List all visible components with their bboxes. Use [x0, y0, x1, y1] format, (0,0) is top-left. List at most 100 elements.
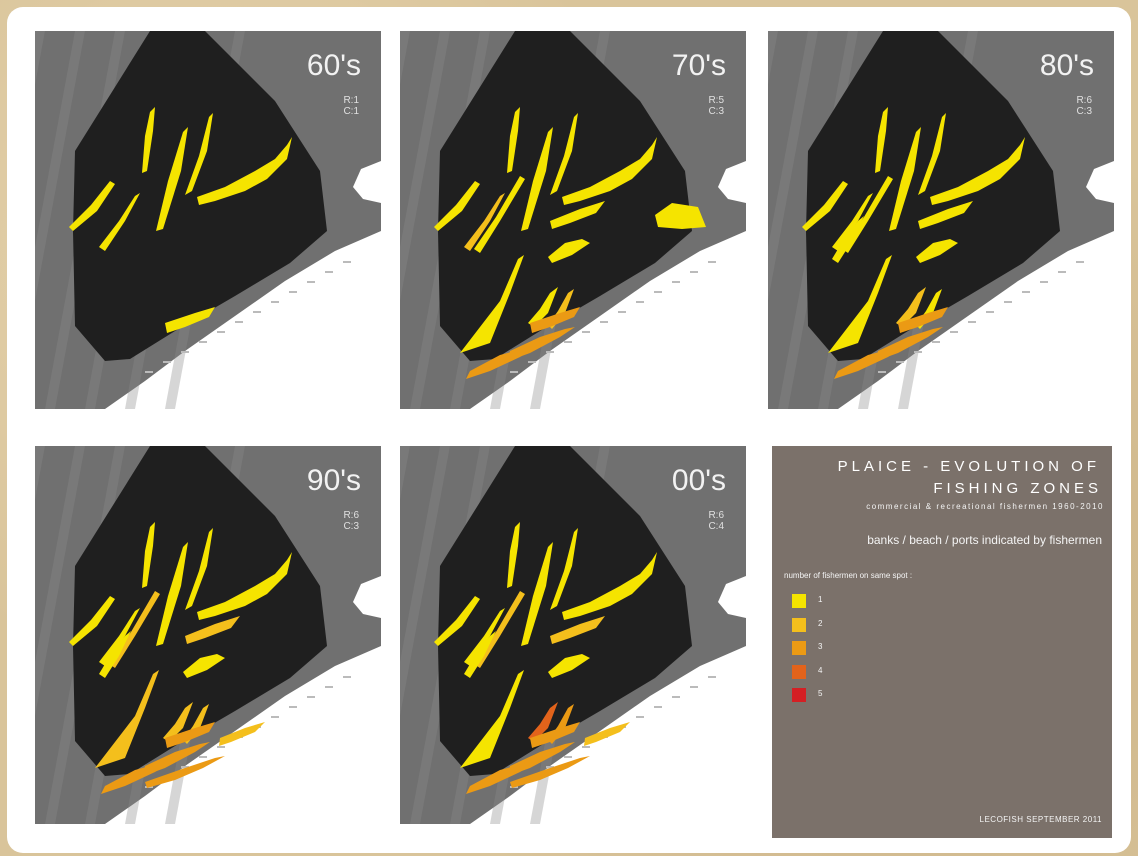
fishing-zone [832, 216, 864, 263]
r-count: R:6 [1076, 95, 1092, 106]
r-count: R:6 [708, 510, 724, 521]
fishing-zone [464, 608, 505, 666]
decade-label: 60's [306, 49, 361, 82]
map-panel-60s: 60's R:1 C:1 [35, 31, 381, 409]
c-count: C:3 [708, 106, 724, 117]
seabed-texture [768, 31, 818, 301]
fishing-zone [165, 307, 215, 333]
fishing-zone [99, 631, 131, 678]
fishing-zone [802, 181, 848, 231]
land-area [718, 161, 746, 203]
fishing-zone-map [35, 31, 381, 409]
legend-swatch [792, 641, 806, 655]
fishing-zone [562, 137, 657, 205]
coast-marker [672, 696, 680, 698]
legend-item-label: 5 [818, 689, 823, 698]
legend-footer: LECOFISH SEPTEMBER 2011 [979, 815, 1102, 824]
legend-panel: PLAICE - EVOLUTION OF FISHING ZONES comm… [772, 446, 1112, 838]
coast-marker [289, 291, 297, 293]
land-area [838, 231, 1114, 409]
fishing-zone [197, 137, 292, 205]
legend-item-label: 3 [818, 642, 823, 651]
fishing-zone [69, 181, 115, 231]
fishing-zone [550, 201, 605, 229]
coast-marker [564, 341, 572, 343]
fishing-zone [434, 596, 480, 646]
fishing-zone [464, 631, 496, 678]
fishing-zone [464, 193, 505, 251]
coast-marker [690, 271, 698, 273]
fishing-zone [889, 127, 921, 231]
rc-counts: R:1 C:1 [343, 95, 359, 117]
coast-marker [914, 351, 922, 353]
c-count: C:3 [1076, 106, 1092, 117]
fishing-zone-map [35, 446, 381, 824]
legend-note: banks / beach / ports indicated by fishe… [867, 533, 1102, 547]
fishing-zone [930, 137, 1025, 205]
fishing-zone [466, 345, 540, 379]
coast-marker [181, 766, 189, 768]
legend-item-label: 4 [818, 665, 823, 675]
coast-marker [654, 291, 662, 293]
land-area [470, 231, 746, 409]
fishing-zone [185, 616, 240, 644]
coast-marker [217, 331, 225, 333]
coast-marker [582, 746, 590, 748]
fishing-zone [466, 760, 540, 794]
seabed-texture [35, 446, 85, 716]
coast-marker [932, 341, 940, 343]
fishing-zone [219, 722, 265, 746]
fishing-zone [197, 552, 292, 620]
coast-marker [325, 271, 333, 273]
coast-marker [271, 301, 279, 303]
fishing-zone [474, 176, 525, 253]
coast-marker [289, 706, 297, 708]
fishing-zone [521, 542, 553, 646]
coast-marker [546, 351, 554, 353]
coast-marker [968, 321, 976, 323]
coast-marker [878, 371, 886, 373]
coast-marker [343, 676, 351, 678]
fishing-zone [530, 722, 580, 748]
coast-marker [546, 766, 554, 768]
coast-marker [618, 311, 626, 313]
fishing-zone [510, 756, 590, 788]
coast-marker [307, 696, 315, 698]
land-area [353, 161, 381, 203]
legend-title-line2: FISHING ZONES [933, 480, 1102, 497]
land-area [353, 576, 381, 618]
fishing-zone [507, 522, 520, 588]
land-area [718, 576, 746, 618]
land-area [1086, 161, 1114, 203]
rc-counts: R:6 C:3 [1076, 95, 1092, 117]
fishing-zone [530, 307, 580, 333]
seabed-texture [35, 446, 45, 500]
coast-marker [1076, 261, 1084, 263]
seabed-texture [35, 31, 45, 85]
fishing-zone [528, 702, 558, 742]
fishing-zone [918, 113, 946, 195]
map-panel-90s: 90's R:6 C:3 [35, 446, 381, 824]
fishing-zone [550, 113, 578, 195]
fishing-zone [185, 113, 213, 195]
fishing-zone [95, 670, 159, 768]
fishing-zone [142, 522, 155, 588]
fishing-zone [875, 107, 888, 173]
legend-title-line1: PLAICE - EVOLUTION OF [837, 458, 1100, 475]
coast-marker [145, 371, 153, 373]
coast-marker [636, 301, 644, 303]
fishing-zone [655, 203, 706, 229]
legend-swatch [792, 688, 806, 702]
coast-marker [325, 686, 333, 688]
seabed-texture [400, 446, 410, 500]
map-panel-00s: 00's R:6 C:4 [400, 446, 746, 824]
coast-marker [235, 321, 243, 323]
coast-marker [271, 716, 279, 718]
fishing-zone [69, 596, 115, 646]
legend-scale-label: number of fishermen on same spot : [784, 571, 913, 580]
c-count: C:4 [708, 521, 724, 532]
coast-marker [708, 261, 716, 263]
seabed-texture [400, 31, 410, 85]
decade-label: 00's [671, 464, 726, 497]
coast-marker [672, 281, 680, 283]
